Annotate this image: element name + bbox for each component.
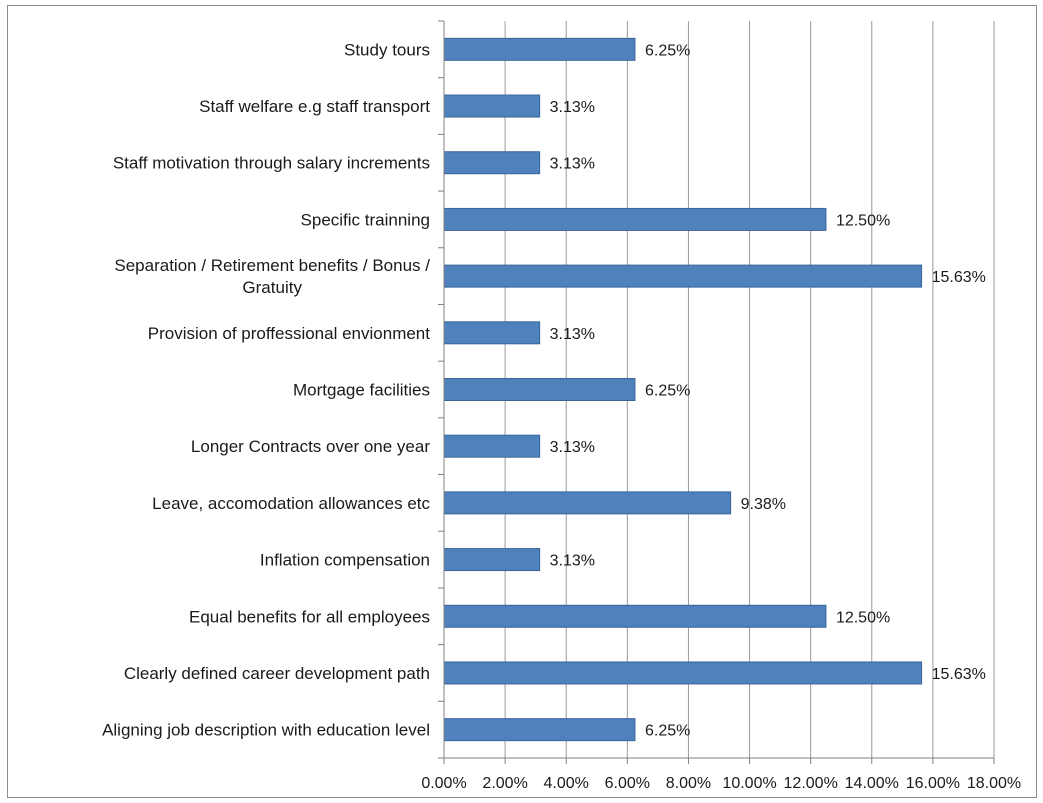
bar: [443, 491, 732, 515]
chart-frame: 6.25% 3.13% 3.13% 12.50% 15.63% 3.13% 6.25% 3.1…: [7, 5, 1037, 798]
bar-value-label: 12.50%: [836, 609, 890, 626]
bar-value-label: 9.38%: [741, 496, 786, 513]
x-tick-label: 18.00%: [967, 775, 1021, 792]
bar: [443, 321, 541, 345]
bar-value-label: 12.50%: [836, 212, 890, 229]
category-label-line: Mortgage facilities: [293, 381, 430, 400]
bar: [443, 548, 541, 572]
bar: [443, 378, 636, 401]
bar-value-label: 3.13%: [550, 439, 595, 456]
x-tick-label: 14.00%: [845, 775, 899, 792]
category-label: Longer Contracts over one year: [191, 437, 430, 456]
category-label-line: Separation / Retirement benefits / Bonus…: [114, 256, 430, 275]
gridlines: [504, 21, 995, 758]
x-tick-label: 4.00%: [544, 775, 589, 792]
category-label-line: Staff welfare e.g staff transport: [199, 97, 430, 116]
x-tick-label: 8.00%: [666, 775, 711, 792]
category-label: Specific trainning: [301, 210, 430, 229]
bar-value-label: 6.25%: [645, 383, 690, 400]
category-label: Clearly defined career development path: [124, 664, 430, 683]
x-tick-label: 10.00%: [722, 775, 776, 792]
x-tick-label: 6.00%: [605, 775, 650, 792]
category-label-line: Clearly defined career development path: [124, 664, 430, 683]
bar: [443, 264, 923, 288]
category-label-line: Equal benefits for all employees: [189, 607, 430, 626]
category-label: Staff motivation through salary incremen…: [113, 154, 430, 173]
category-label-line: Inflation compensation: [260, 551, 430, 570]
bar-value-label: 15.63%: [932, 269, 986, 286]
category-label: Provision of proffessional envionment: [148, 324, 431, 343]
x-tick-label: 12.00%: [784, 775, 838, 792]
bar: [443, 207, 827, 231]
bar: [443, 434, 541, 458]
category-label-line: Specific trainning: [301, 210, 430, 229]
value-labels: 6.25% 3.13% 3.13% 12.50% 15.63% 3.13% 6.25% 3.1…: [550, 42, 986, 739]
bar: [443, 94, 541, 118]
bar-value-label: 6.25%: [645, 723, 690, 740]
category-labels: Study tours Staff welfare e.g staff trans…: [102, 40, 430, 739]
bar: [443, 151, 541, 175]
bar-value-label: 3.13%: [550, 326, 595, 343]
x-tick-label: 0.00%: [421, 775, 466, 792]
category-label: Aligning job description with education …: [102, 721, 430, 740]
axes: [438, 20, 994, 759]
bar-value-label: 15.63%: [932, 666, 986, 683]
category-label-line: Provision of proffessional envionment: [148, 324, 431, 343]
category-label-line: Aligning job description with education …: [102, 721, 430, 740]
category-label-line: Study tours: [344, 40, 430, 59]
bar: [443, 37, 636, 61]
category-label: Leave, accomodation allowances etc: [152, 494, 430, 513]
category-label-line: Leave, accomodation allowances etc: [152, 494, 430, 513]
bar-value-label: 3.13%: [550, 156, 595, 173]
x-axis-ticks: 0.00% 2.00% 4.00% 6.00% 8.00% 10.00% 12.00% 14.…: [421, 758, 1021, 792]
bar: [443, 604, 827, 628]
bar-value-label: 3.13%: [550, 553, 595, 570]
category-label: Inflation compensation: [260, 551, 430, 570]
bar: [443, 718, 636, 742]
x-tick-label: 2.00%: [482, 775, 527, 792]
bar: [443, 661, 923, 685]
category-label: Staff welfare e.g staff transport: [199, 97, 430, 116]
category-label-line: Longer Contracts over one year: [191, 437, 430, 456]
category-label: Equal benefits for all employees: [189, 607, 430, 626]
bar-value-label: 3.13%: [550, 99, 595, 116]
x-tick-label: 16.00%: [906, 775, 960, 792]
category-label: Separation / Retirement benefits / Bonus…: [114, 256, 430, 297]
bar-chart: 6.25% 3.13% 3.13% 12.50% 15.63% 3.13% 6.25% 3.1…: [102, 20, 1021, 792]
category-label: Study tours: [344, 40, 430, 59]
category-label-line: Gratuity: [242, 278, 302, 297]
bar-value-label: 6.25%: [645, 42, 690, 59]
category-label-line: Staff motivation through salary incremen…: [113, 154, 430, 173]
category-label: Mortgage facilities: [293, 381, 430, 400]
